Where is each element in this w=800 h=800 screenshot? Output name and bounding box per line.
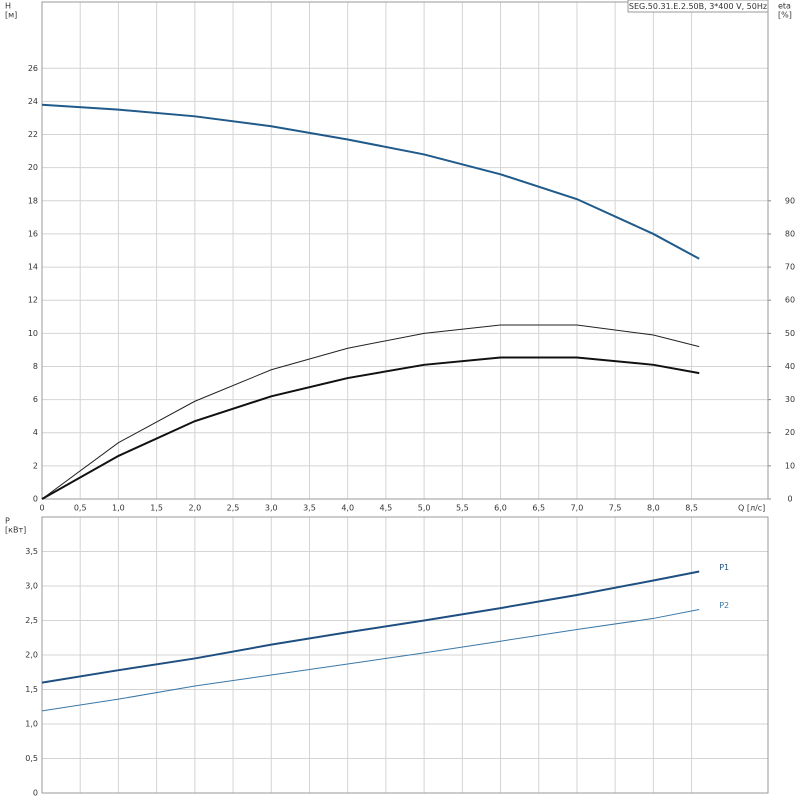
y-tick-label: 22	[28, 130, 38, 139]
y-tick-label: 3,0	[25, 582, 38, 591]
y-axis-label: H	[5, 2, 11, 11]
x-tick-label: 2,5	[227, 504, 240, 513]
x-tick-label: 5,5	[456, 504, 469, 513]
y2-tick-label: 50	[785, 329, 795, 338]
y2-tick-label: 40	[785, 362, 795, 371]
x-tick-label: 7,0	[571, 504, 584, 513]
y2-tick-label: 20	[785, 428, 795, 437]
y2-axis-label: eta	[778, 2, 791, 11]
x-tick-label: 6,0	[494, 504, 507, 513]
y-tick-label: 24	[28, 97, 38, 106]
y-axis-label: P	[5, 517, 10, 526]
y-tick-label: 4	[33, 428, 38, 437]
x-tick-label: 1,5	[150, 504, 163, 513]
curve	[41, 608, 700, 712]
x-tick-label: 6,5	[532, 504, 545, 513]
y2-tick-label: 90	[785, 196, 795, 205]
chart-title: SEG.50.31.E.2.50B, 3*400 V, 50Hz	[629, 2, 767, 11]
y2-tick-label: 0	[787, 495, 792, 504]
y-tick-label: 3,5	[25, 547, 38, 556]
y-tick-label: 1,5	[25, 685, 38, 694]
x-tick-label: 8,0	[647, 504, 660, 513]
curve	[41, 570, 700, 684]
curve	[41, 356, 700, 500]
y-tick-label: 0,5	[25, 754, 38, 763]
y2-axis-label: [%]	[778, 11, 792, 20]
y2-tick-label: 30	[785, 395, 795, 404]
x-tick-label: 8,5	[685, 504, 698, 513]
y-tick-label: 20	[28, 163, 38, 172]
plot-frame	[41, 516, 769, 794]
y-tick-label: 2,5	[25, 616, 38, 625]
x-tick-label: 4,5	[380, 504, 393, 513]
x-tick-label: 4,0	[341, 504, 354, 513]
y-tick-label: 1,0	[25, 720, 38, 729]
x-tick-label: 1,0	[112, 504, 125, 513]
y-tick-label: 18	[28, 196, 38, 205]
curve	[41, 324, 700, 500]
y-tick-label: 10	[28, 329, 38, 338]
y-tick-label: 6	[33, 395, 38, 404]
y-tick-label: 0	[33, 495, 38, 504]
y-axis-label: [кВт]	[5, 526, 26, 535]
title-box	[627, 0, 769, 13]
x-tick-label: 3,5	[303, 504, 316, 513]
x-tick-label: 2,0	[188, 504, 201, 513]
x-tick-label: 0,5	[74, 504, 87, 513]
x-axis-label: Q [л/с]	[738, 504, 765, 513]
y-axis-label: [м]	[5, 11, 17, 20]
x-tick-label: 7,5	[609, 504, 622, 513]
y-tick-label: 16	[28, 229, 38, 238]
y2-tick-label: 70	[785, 263, 795, 272]
x-tick-label: 3,0	[265, 504, 278, 513]
x-tick-label: 5,0	[418, 504, 431, 513]
x-tick-label: 0	[39, 504, 44, 513]
plot-frame	[41, 1, 769, 500]
y-tick-label: 2,0	[25, 651, 38, 660]
y-tick-label: 26	[28, 64, 38, 73]
y-tick-label: 0	[33, 789, 38, 798]
y-tick-label: 2	[33, 461, 38, 470]
y-tick-label: 14	[28, 263, 38, 272]
y2-tick-label: 80	[785, 229, 795, 238]
y-tick-label: 12	[28, 296, 38, 305]
series-label: P1	[719, 563, 729, 572]
curve	[41, 103, 700, 260]
series-label: P2	[719, 601, 729, 610]
y-tick-label: 8	[33, 362, 38, 371]
y2-tick-label: 60	[785, 296, 795, 305]
y2-tick-label: 10	[785, 461, 795, 470]
